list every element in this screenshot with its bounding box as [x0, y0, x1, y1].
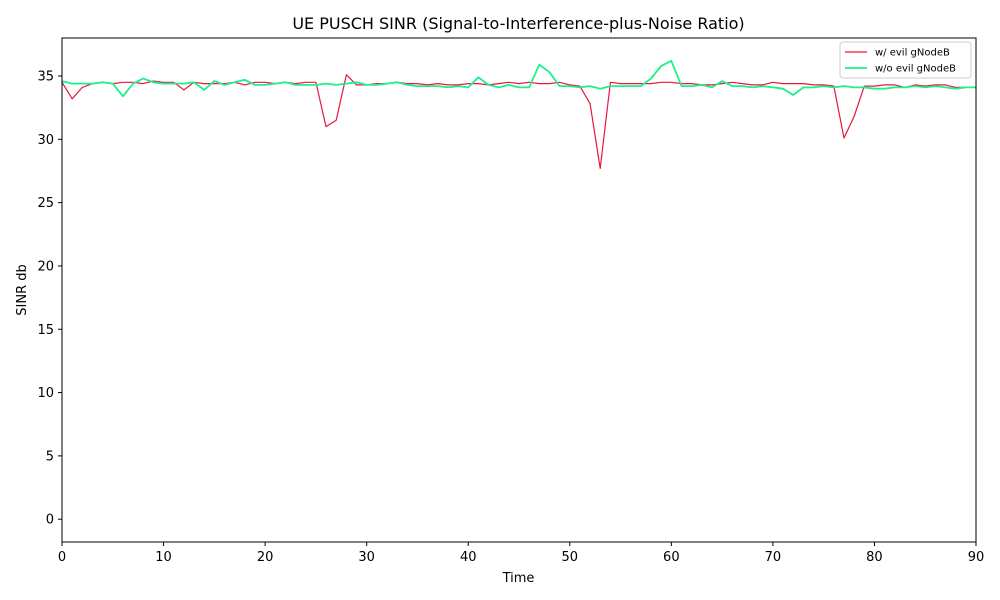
x-tick-label: 70 — [765, 550, 782, 565]
y-axis: 0 5 10 15 20 25 30 35 — [37, 69, 62, 528]
plot-frame — [61, 37, 977, 543]
y-tick-label: 0 — [46, 513, 54, 528]
y-tick-label: 30 — [37, 133, 54, 148]
y-tick-label: 35 — [37, 69, 54, 84]
legend-box — [839, 41, 972, 79]
x-tick-label: 40 — [460, 550, 477, 565]
chart-title: UE PUSCH SINR (Signal-to-Interference-pl… — [292, 14, 744, 33]
series-line-1 — [61, 74, 976, 169]
y-tick-label: 15 — [37, 323, 54, 338]
legend-label: w/o evil gNodeB — [875, 64, 956, 75]
y-tick-label: 5 — [46, 449, 54, 464]
y-axis-label: SINR db — [15, 264, 30, 315]
legend: w/ evil gNodeB w/o evil gNodeB — [839, 41, 972, 79]
x-axis-label: Time — [502, 571, 535, 586]
x-tick-label: 90 — [968, 550, 985, 565]
x-tick-label: 60 — [663, 550, 680, 565]
legend-label: w/ evil gNodeB — [875, 48, 950, 59]
series-layer — [61, 59, 976, 169]
x-tick-label: 80 — [866, 550, 883, 565]
y-tick-label: 20 — [37, 259, 54, 274]
x-tick-label: 0 — [58, 550, 66, 565]
x-tick-label: 30 — [358, 550, 375, 565]
x-axis: 0 10 20 30 40 50 60 70 80 90 — [58, 542, 984, 565]
x-tick-label: 10 — [155, 550, 172, 565]
series-line-2 — [61, 59, 976, 98]
x-tick-label: 20 — [257, 550, 274, 565]
y-tick-label: 10 — [37, 386, 54, 401]
y-tick-label: 25 — [37, 196, 54, 211]
x-tick-label: 50 — [562, 550, 579, 565]
